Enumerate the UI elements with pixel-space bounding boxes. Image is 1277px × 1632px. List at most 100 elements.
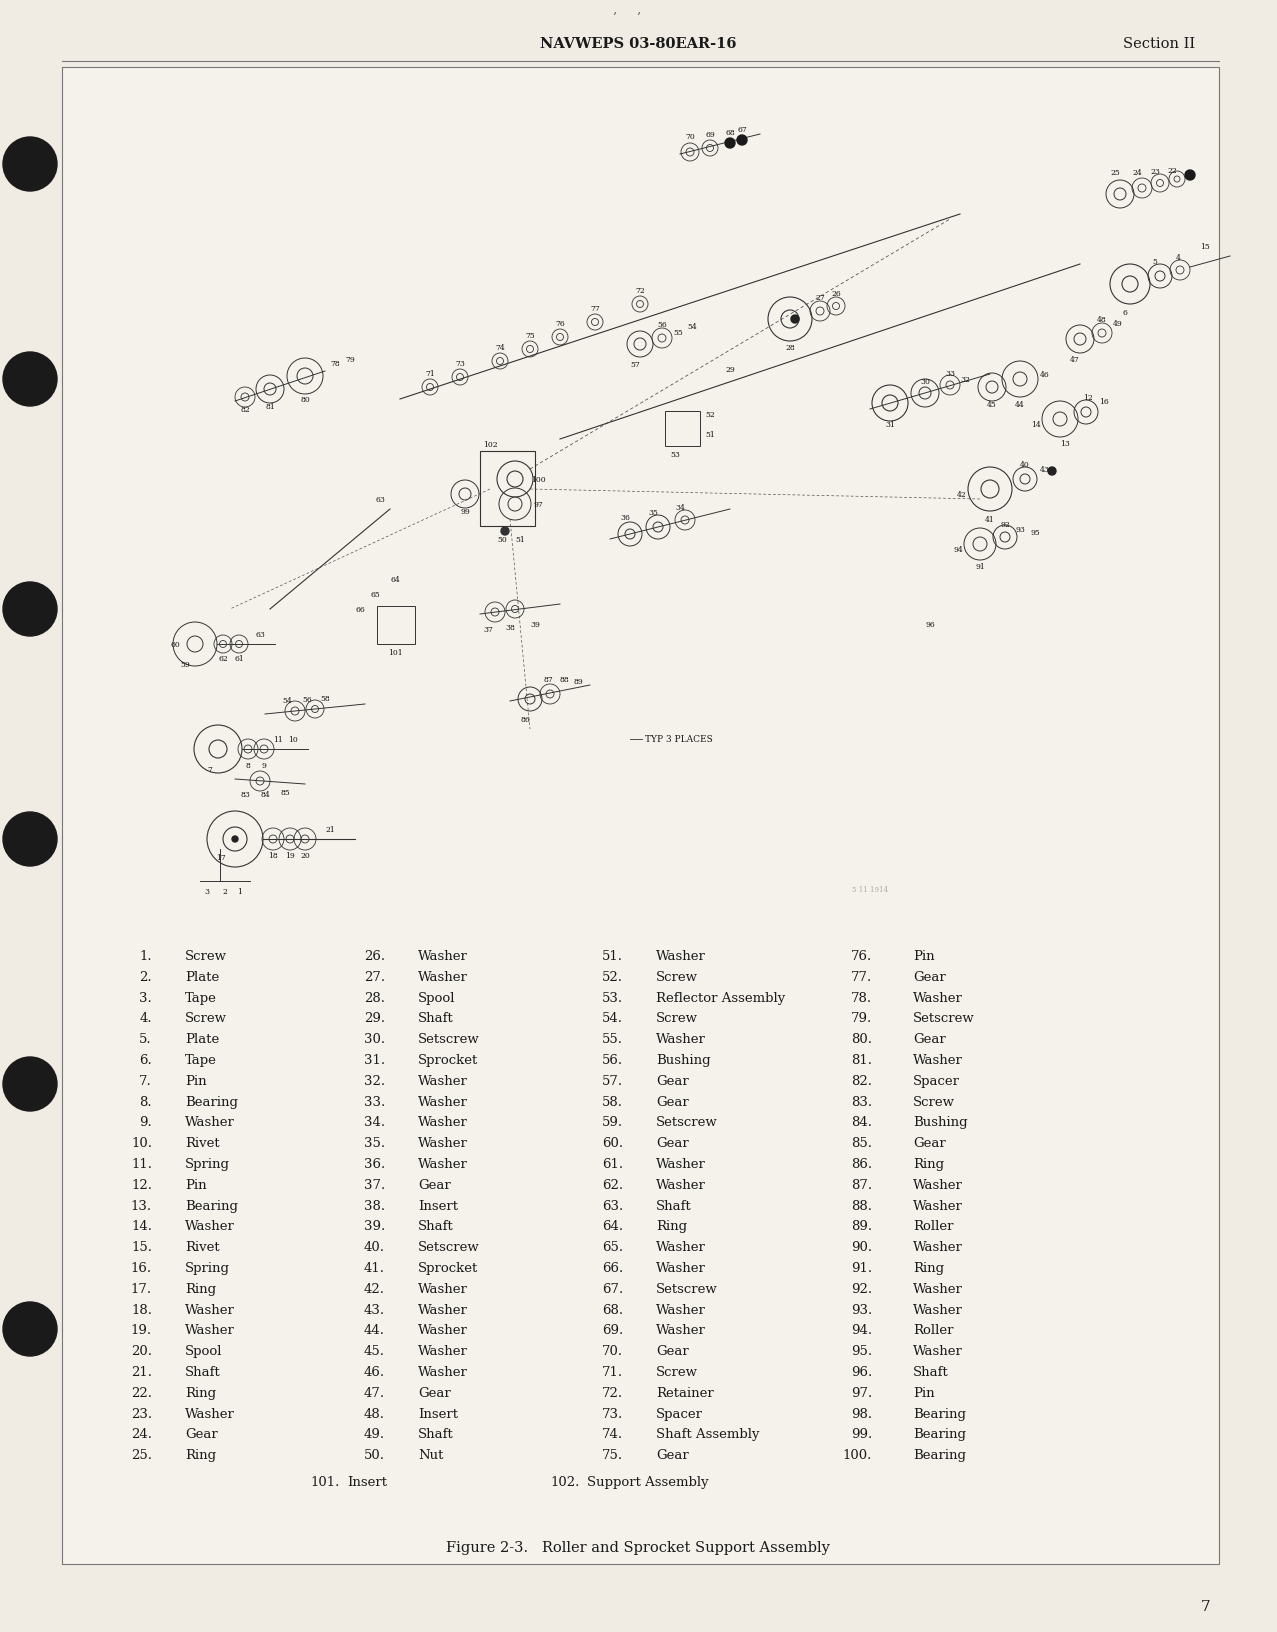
Text: Shaft: Shaft [418, 1428, 453, 1441]
Text: 25.: 25. [132, 1448, 152, 1461]
Text: 81: 81 [266, 403, 275, 411]
Text: 27.: 27. [364, 969, 384, 982]
Text: 73: 73 [455, 359, 465, 367]
Text: 21: 21 [326, 826, 335, 834]
Text: NAVWEPS 03-80EAR-16: NAVWEPS 03-80EAR-16 [540, 38, 737, 51]
Text: 67.: 67. [601, 1283, 623, 1296]
Text: 26: 26 [831, 290, 840, 297]
Text: Screw: Screw [913, 1095, 955, 1108]
Text: 45: 45 [987, 401, 997, 408]
Text: Washer: Washer [656, 1302, 706, 1315]
Text: 23: 23 [1151, 168, 1160, 176]
Text: 89.: 89. [850, 1219, 872, 1232]
Text: 7: 7 [1200, 1599, 1211, 1612]
Text: 56: 56 [658, 322, 667, 328]
Text: 40: 40 [1020, 460, 1029, 468]
Text: Insert: Insert [347, 1475, 387, 1488]
Text: Washer: Washer [656, 1178, 706, 1191]
Text: 37: 37 [483, 625, 493, 633]
Text: 3: 3 [204, 888, 209, 896]
Text: Rivet: Rivet [185, 1240, 220, 1253]
Text: 35: 35 [647, 509, 658, 517]
Text: Shaft: Shaft [185, 1364, 221, 1377]
Text: 57.: 57. [601, 1074, 623, 1087]
Text: 66.: 66. [601, 1262, 623, 1275]
Text: Sprocket: Sprocket [418, 1262, 479, 1275]
Text: TYP 3 PLACES: TYP 3 PLACES [645, 734, 713, 744]
Text: 1: 1 [238, 888, 243, 896]
Text: 14: 14 [1031, 421, 1041, 429]
Text: 69: 69 [705, 131, 715, 139]
Text: Insert: Insert [418, 1200, 458, 1213]
Text: 88.: 88. [850, 1200, 872, 1213]
Text: 29: 29 [725, 366, 734, 374]
Text: Washer: Washer [185, 1116, 235, 1129]
Text: Spool: Spool [185, 1345, 222, 1358]
Text: Ring: Ring [185, 1386, 216, 1399]
Text: Shaft: Shaft [913, 1364, 949, 1377]
Text: 29.: 29. [364, 1012, 384, 1025]
Text: Screw: Screw [185, 950, 227, 963]
Text: 11: 11 [273, 736, 283, 744]
Text: 41: 41 [985, 516, 995, 524]
Text: 14.: 14. [132, 1219, 152, 1232]
Text: Plate: Plate [185, 1033, 220, 1046]
Text: 35.: 35. [364, 1136, 384, 1149]
Circle shape [3, 813, 57, 867]
Text: 78: 78 [331, 359, 340, 367]
Text: 74: 74 [495, 344, 504, 353]
Text: 79.: 79. [850, 1012, 872, 1025]
Text: 85: 85 [280, 788, 290, 796]
Text: ’: ’ [612, 11, 616, 24]
Text: 94.: 94. [850, 1324, 872, 1337]
Circle shape [1048, 468, 1056, 475]
Text: 55.: 55. [601, 1033, 623, 1046]
Text: Washer: Washer [913, 991, 963, 1004]
Text: 25: 25 [1110, 168, 1120, 176]
Text: 77.: 77. [850, 969, 872, 982]
Text: Washer: Washer [656, 1262, 706, 1275]
Text: Figure 2-3.   Roller and Sprocket Support Assembly: Figure 2-3. Roller and Sprocket Support … [446, 1541, 830, 1554]
Text: Ring: Ring [913, 1262, 944, 1275]
Text: Bearing: Bearing [913, 1428, 965, 1441]
Text: 75: 75 [525, 331, 535, 339]
Text: 19: 19 [285, 852, 295, 860]
Text: 70: 70 [686, 132, 695, 140]
Text: 13.: 13. [130, 1200, 152, 1213]
Text: 22.: 22. [132, 1386, 152, 1399]
Text: Bearing: Bearing [185, 1095, 238, 1108]
Text: 48.: 48. [364, 1407, 384, 1420]
Text: Spring: Spring [185, 1157, 230, 1170]
Text: Washer: Washer [418, 1324, 467, 1337]
Text: Roller: Roller [913, 1219, 954, 1232]
Circle shape [1185, 171, 1195, 181]
Text: 28.: 28. [364, 991, 384, 1004]
Text: 19.: 19. [130, 1324, 152, 1337]
Text: 28: 28 [785, 344, 794, 353]
Text: 54: 54 [282, 697, 292, 705]
Text: 97: 97 [533, 501, 543, 509]
Text: 32: 32 [960, 375, 971, 384]
Text: 9: 9 [262, 762, 267, 770]
Text: 71: 71 [425, 370, 435, 377]
Circle shape [725, 139, 736, 149]
Text: 5: 5 [1153, 258, 1157, 266]
Text: 47: 47 [1070, 356, 1080, 364]
Text: 21.: 21. [132, 1364, 152, 1377]
Text: 18.: 18. [132, 1302, 152, 1315]
Text: 34.: 34. [364, 1116, 384, 1129]
Text: 8: 8 [245, 762, 250, 770]
Text: Bushing: Bushing [656, 1053, 710, 1066]
Text: Gear: Gear [913, 1136, 946, 1149]
Text: 70.: 70. [601, 1345, 623, 1358]
Text: Insert: Insert [418, 1407, 458, 1420]
Text: 45.: 45. [364, 1345, 384, 1358]
Text: 7: 7 [208, 765, 212, 774]
Text: 102: 102 [483, 441, 497, 449]
Text: Bushing: Bushing [913, 1116, 968, 1129]
Text: 91.: 91. [850, 1262, 872, 1275]
Text: 73.: 73. [601, 1407, 623, 1420]
Text: 63: 63 [255, 630, 264, 638]
Text: 59: 59 [180, 661, 190, 669]
Text: Washer: Washer [913, 1053, 963, 1066]
